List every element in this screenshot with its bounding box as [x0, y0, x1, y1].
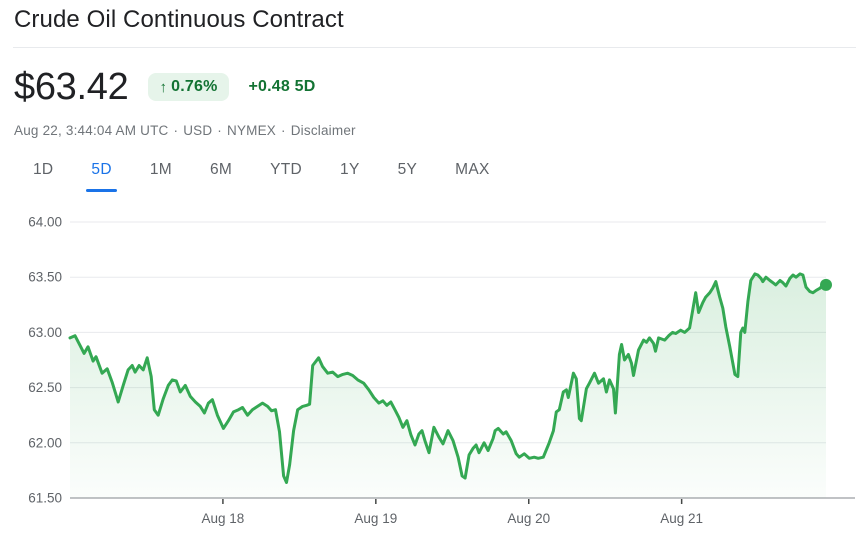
x-tick-label: Aug 18: [202, 511, 245, 526]
range-tabs: 1D 5D 1M 6M YTD 1Y 5Y MAX: [33, 153, 490, 195]
meta-separator: ·: [217, 123, 222, 138]
tab-max[interactable]: MAX: [455, 161, 490, 178]
current-price: $63.42: [14, 66, 129, 108]
y-tick-label: 63.00: [28, 325, 62, 340]
change-percent-value: 0.76%: [171, 78, 218, 95]
chart-last-point-dot: [820, 278, 832, 291]
quote-meta: Aug 22, 3:44:04 AM UTC · USD · NYMEX · Disclai…: [14, 123, 356, 138]
meta-separator: ·: [281, 123, 286, 138]
quote-currency: USD: [183, 123, 213, 138]
change-absolute: +0.48 5D: [248, 78, 316, 95]
change-percent-badge: ↑ 0.76%: [148, 73, 229, 101]
quote-timestamp: Aug 22, 3:44:04 AM UTC: [14, 123, 169, 138]
y-tick-label: 62.50: [28, 380, 62, 395]
chart-canvas[interactable]: 64.00 63.50 63.00 62.50 62.00 61.50 Aug 18 Aug …: [0, 200, 856, 551]
tab-1y[interactable]: 1Y: [340, 161, 360, 178]
tab-5y[interactable]: 5Y: [397, 161, 418, 178]
header-divider: [13, 47, 856, 48]
meta-separator: ·: [173, 123, 179, 138]
quote-exchange: NYMEX: [227, 123, 277, 138]
y-tick-label: 61.50: [28, 491, 62, 506]
y-tick-label: 64.00: [28, 215, 62, 230]
y-tick-label: 62.00: [28, 435, 62, 450]
x-tick-label: Aug 21: [660, 511, 703, 526]
tab-ytd[interactable]: YTD: [270, 161, 303, 178]
tab-5d[interactable]: 5D: [86, 153, 118, 195]
x-tick-label: Aug 20: [507, 511, 550, 526]
tab-1d[interactable]: 1D: [33, 161, 54, 178]
x-tick-label: Aug 19: [354, 511, 397, 526]
up-arrow-icon: ↑: [159, 78, 168, 96]
page-title: Crude Oil Continuous Contract: [14, 6, 344, 33]
chart-area-fill: [70, 273, 826, 498]
chart-line: [68, 272, 828, 484]
price-chart[interactable]: 64.00 63.50 63.00 62.50 62.00 61.50 Aug 18 Aug …: [0, 200, 856, 551]
disclaimer-link[interactable]: Disclaimer: [290, 123, 356, 138]
tab-1m[interactable]: 1M: [149, 161, 172, 178]
y-tick-label: 63.50: [28, 270, 62, 285]
tab-6m[interactable]: 6M: [209, 161, 233, 178]
quote-row: $63.42 ↑ 0.76% +0.48 5D: [14, 63, 316, 111]
